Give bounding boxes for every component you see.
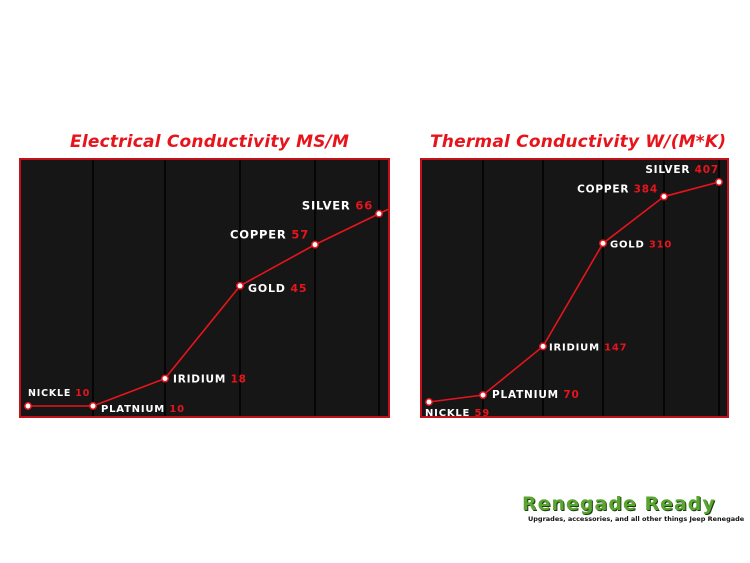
- renegade-ready-logo: Renegade Ready Upgrades, accessories, an…: [522, 493, 745, 523]
- value-label: 57: [291, 228, 309, 242]
- point-label: PLATNIUM 70: [492, 389, 580, 401]
- point-label: SILVER 66: [302, 199, 373, 213]
- category-label: IRIDIUM: [549, 342, 604, 353]
- point-label: IRIDIUM 18: [173, 374, 247, 386]
- data-point: [539, 342, 547, 351]
- category-label: NICKLE: [425, 408, 474, 416]
- category-label: COPPER: [577, 184, 634, 196]
- category-label: PLATNIUM: [492, 389, 563, 401]
- category-label: GOLD: [248, 282, 290, 295]
- value-label: 59: [474, 408, 490, 416]
- logo-title: Renegade Ready: [522, 493, 716, 515]
- point-label: PLATNIUM 10: [101, 404, 185, 415]
- data-point: [715, 178, 723, 186]
- logo-subtitle: Upgrades, accessories, and all other thi…: [528, 515, 745, 523]
- data-point: [24, 402, 32, 410]
- series-line: [428, 181, 720, 403]
- value-label: 70: [563, 389, 579, 401]
- data-point: [311, 240, 319, 249]
- data-point: [161, 374, 169, 383]
- category-label: SILVER: [302, 199, 356, 213]
- point-label: NICKLE 59: [425, 408, 490, 416]
- value-label: 10: [75, 388, 90, 399]
- point-label: GOLD 310: [610, 239, 672, 250]
- electrical-chart-title: Electrical Conductivity MS/M: [70, 132, 350, 152]
- data-point: [89, 402, 97, 410]
- data-point: [599, 239, 607, 248]
- data-point: [660, 192, 668, 201]
- category-label: NICKLE: [28, 388, 75, 399]
- data-point: [236, 281, 244, 290]
- value-label: 45: [290, 282, 307, 295]
- data-point: [479, 391, 487, 399]
- category-label: COPPER: [230, 228, 291, 242]
- value-label: 10: [169, 404, 185, 415]
- point-label: NICKLE 10: [28, 388, 90, 399]
- point-label: COPPER 384: [577, 184, 658, 196]
- category-label: PLATNIUM: [101, 404, 169, 415]
- thermal-chart-title: Thermal Conductivity W/(M*K): [430, 132, 727, 152]
- value-label: 18: [231, 374, 247, 386]
- category-label: GOLD: [610, 239, 649, 250]
- point-label: SILVER 407: [645, 164, 719, 176]
- point-label: IRIDIUM 147: [549, 342, 627, 353]
- data-point: [375, 209, 383, 218]
- electrical-chart-panel: NICKLE 10 PLATNIUM 10 IRIDIUM 18 GOLD 45 COP…: [19, 158, 390, 418]
- value-label: 66: [355, 199, 373, 213]
- value-label: 384: [634, 184, 658, 196]
- category-label: SILVER: [645, 164, 694, 176]
- value-label: 147: [604, 342, 627, 353]
- value-label: 310: [649, 239, 672, 250]
- category-label: IRIDIUM: [173, 374, 231, 386]
- data-point: [425, 398, 433, 406]
- point-label: COPPER 57: [230, 228, 309, 242]
- thermal-chart-panel: NICKLE 59 PLATNIUM 70 IRIDIUM 147 GOLD 310 C…: [420, 158, 729, 418]
- value-label: 407: [695, 164, 719, 176]
- point-label: GOLD 45: [248, 282, 307, 295]
